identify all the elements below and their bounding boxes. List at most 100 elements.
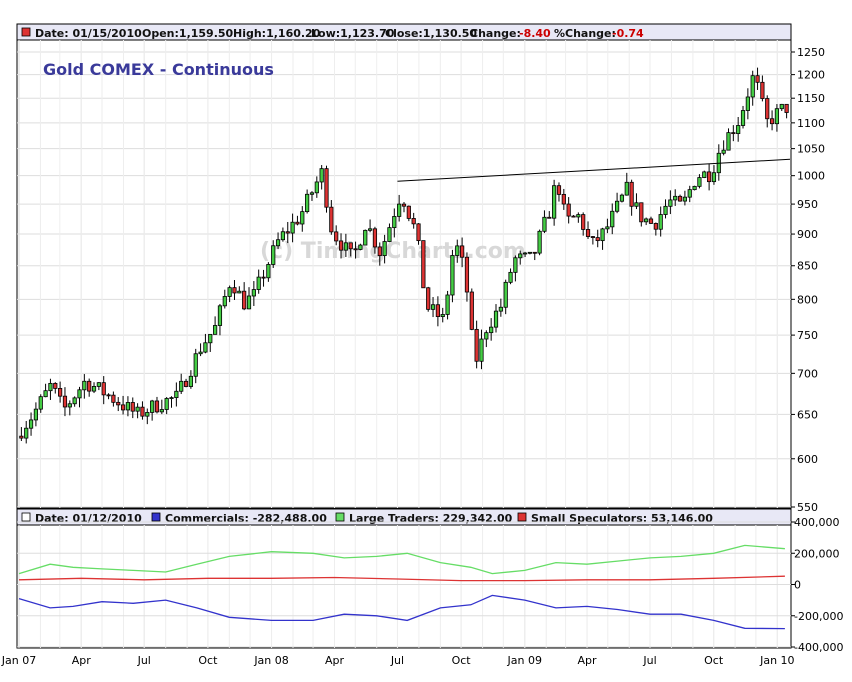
candle-body — [498, 306, 503, 312]
price-tick-label: 750 — [797, 329, 818, 342]
cot-header-bar — [16, 508, 792, 526]
candle-body — [348, 242, 353, 250]
x-tick-label: Oct — [452, 654, 472, 667]
candle-body — [619, 194, 625, 202]
candle-body — [648, 218, 654, 224]
candle-body — [605, 226, 610, 230]
price-tick-label: 1250 — [797, 46, 825, 59]
candle-body — [687, 189, 692, 198]
candle-body — [731, 132, 736, 135]
candle-body — [576, 214, 581, 218]
candle-body — [314, 181, 319, 194]
header-high: High:1,160.20 — [233, 27, 321, 40]
cot-panel — [16, 508, 792, 649]
candle-body — [53, 382, 58, 389]
candle-body — [62, 395, 68, 408]
cot-tick-label: 0 — [794, 579, 801, 592]
cot-line-commercials — [18, 594, 785, 630]
candle-body — [154, 400, 160, 413]
candle-body — [721, 149, 726, 154]
candle-body — [755, 75, 760, 83]
candle-body — [300, 211, 305, 225]
candle-body — [387, 227, 392, 242]
candle-body — [367, 228, 373, 231]
candle-body — [668, 199, 673, 207]
candle-body — [174, 390, 179, 399]
candle-body — [145, 412, 150, 417]
candle-body — [217, 305, 223, 326]
candle-body — [58, 388, 63, 397]
candle-body — [334, 231, 339, 242]
candle-body — [91, 386, 97, 392]
cot-header: Date: 01/12/2010 Commercials: -282,488.0… — [35, 512, 713, 525]
candle-body — [401, 203, 407, 207]
candles — [19, 67, 789, 444]
price-tick-label: 1000 — [797, 170, 825, 183]
candle-body — [222, 296, 227, 307]
candle-body — [116, 401, 121, 406]
candle-body — [77, 389, 82, 399]
candle-body — [319, 168, 324, 183]
candle-body — [493, 310, 499, 328]
candle-body — [440, 314, 445, 318]
x-tick-label: Jul — [390, 654, 404, 667]
candle-body — [426, 287, 431, 310]
candle-body — [464, 256, 470, 293]
x-tick-label: Jan 08 — [253, 654, 288, 667]
candle-body — [460, 245, 465, 258]
candle-body — [474, 328, 479, 362]
candle-body — [179, 380, 184, 392]
candle-body — [537, 230, 542, 254]
candle-body — [663, 205, 668, 215]
cot-line-small-speculators — [18, 575, 785, 582]
candle-body — [295, 221, 300, 225]
candle-body — [421, 240, 426, 289]
cot-header-small: Small Speculators: 53,146.00 — [531, 512, 713, 525]
cot-line-large-traders — [18, 544, 785, 575]
candle-body — [159, 409, 164, 413]
candle-body — [634, 202, 639, 207]
candle-body — [280, 231, 286, 241]
chart-title: Gold COMEX - Continuous — [43, 60, 274, 79]
cot-tick-label: -200,000 — [794, 610, 843, 623]
candle-body — [585, 229, 591, 237]
candle-body — [692, 185, 697, 191]
candle-body — [203, 342, 208, 353]
cot-tick-label: 400,000 — [794, 516, 840, 529]
candle-body — [590, 236, 595, 238]
x-tick-label: Apr — [325, 654, 345, 667]
header-change-key: Change: — [470, 27, 521, 40]
cot-y-axis: -400,000 -200,000 0 200,000 400,000 — [791, 516, 843, 654]
candle-body — [600, 228, 605, 242]
candle-body — [358, 244, 363, 250]
candle-body — [610, 210, 615, 228]
candle-body — [329, 206, 334, 233]
candle-body — [33, 408, 38, 421]
candle-body — [416, 223, 421, 242]
candle-body — [653, 223, 658, 230]
candle-body — [140, 406, 145, 417]
candle-body — [120, 404, 126, 411]
candle-body — [697, 177, 702, 187]
candle-body — [397, 203, 402, 217]
candle-body — [707, 171, 712, 183]
candle-body — [208, 333, 213, 344]
candle-body — [411, 218, 416, 225]
candle-body — [266, 264, 271, 279]
price-tick-label: 600 — [797, 453, 818, 466]
candle-body — [745, 96, 750, 111]
candle-body — [740, 110, 746, 126]
candle-body — [484, 332, 489, 340]
candle-body — [246, 295, 252, 310]
candle-body — [261, 276, 266, 279]
price-header-bar — [16, 23, 792, 41]
candle-body — [639, 202, 644, 223]
x-tick-label: Oct — [704, 654, 724, 667]
price-tick-label: 900 — [797, 228, 818, 241]
candle-body — [532, 251, 537, 254]
candle-body — [82, 380, 87, 391]
candle-body — [479, 338, 484, 362]
price-tick-label: 1050 — [797, 143, 825, 156]
price-tick-label: 550 — [797, 501, 818, 514]
